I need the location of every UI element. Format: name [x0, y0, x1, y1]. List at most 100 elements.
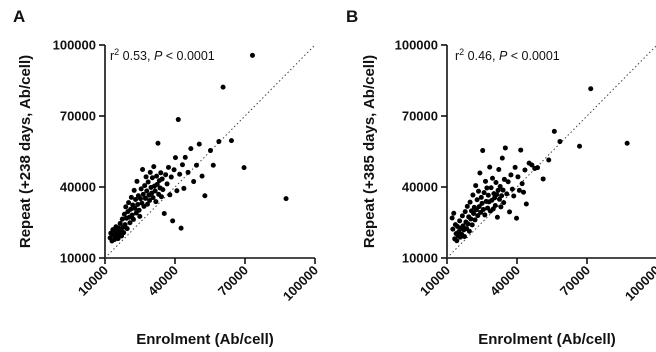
data-point: [515, 174, 521, 180]
data-point: [495, 187, 501, 193]
data-point: [191, 179, 197, 185]
stats-annotation: r2 0.46, P < 0.0001: [455, 47, 560, 63]
data-point: [128, 194, 134, 200]
data-point: [142, 195, 148, 201]
data-point: [179, 162, 185, 168]
data-point: [137, 196, 143, 202]
data-point: [216, 139, 222, 145]
x-tick-label: 10000: [417, 263, 453, 299]
data-point: [470, 192, 476, 198]
x-tick-label: 100000: [622, 263, 656, 304]
data-point: [464, 203, 470, 209]
data-point: [185, 169, 191, 175]
data-point: [138, 186, 144, 192]
panel-a: A 10000 40000 70000 100000 10000 40000 70000 100…: [13, 7, 321, 348]
data-point: [577, 143, 583, 149]
data-point: [163, 172, 169, 178]
data-point: [168, 174, 174, 180]
data-point: [460, 223, 466, 229]
data-point: [196, 141, 202, 147]
data-point: [485, 192, 491, 198]
data-point: [462, 209, 468, 215]
data-point: [518, 147, 524, 153]
data-point: [476, 204, 482, 210]
data-point: [135, 202, 141, 208]
data-point: [145, 179, 151, 185]
data-point: [516, 187, 522, 193]
y-tick-label: 40000: [402, 180, 438, 195]
data-point: [228, 138, 234, 144]
data-point: [150, 195, 156, 201]
data-point: [557, 139, 563, 145]
data-point: [154, 181, 160, 187]
data-point: [140, 166, 146, 172]
data-point: [151, 164, 157, 170]
data-point: [133, 197, 139, 203]
data-point: [149, 175, 155, 181]
data-point: [123, 204, 129, 210]
data-point: [147, 169, 153, 175]
data-point: [182, 154, 188, 160]
data-point: [171, 167, 177, 173]
data-point: [466, 228, 472, 234]
data-point: [454, 238, 460, 244]
data-point: [482, 212, 488, 218]
x-axis-title: Enrolment (Ab/cell): [136, 331, 274, 348]
y-tick-label: 40000: [60, 180, 96, 195]
data-point: [136, 207, 142, 213]
data-point: [508, 172, 514, 178]
data-point: [551, 128, 557, 134]
data-point: [496, 166, 502, 172]
data-point: [469, 222, 475, 228]
data-point: [465, 221, 471, 227]
x-tick-label: 40000: [145, 263, 181, 299]
data-point: [484, 185, 490, 191]
data-point: [501, 176, 507, 182]
p-label: P: [499, 49, 508, 63]
data-point: [521, 189, 527, 195]
data-point: [142, 183, 148, 189]
data-point: [199, 173, 205, 179]
data-point: [480, 148, 486, 154]
data-point: [509, 186, 515, 192]
data-point: [504, 191, 510, 197]
data-point: [119, 216, 125, 222]
x-axis-title: Enrolment (Ab/cell): [478, 331, 616, 348]
data-point: [546, 157, 552, 163]
p-value: < 0.0001: [162, 49, 215, 63]
identity-line: [446, 45, 656, 259]
data-point: [481, 190, 487, 196]
data-point: [473, 183, 479, 189]
x-tick-label: 70000: [557, 263, 593, 299]
data-point: [174, 188, 180, 194]
data-point: [128, 206, 134, 212]
data-point: [121, 211, 127, 217]
data-point: [126, 200, 132, 206]
data-point: [500, 187, 506, 193]
y-tick-label: 10000: [60, 251, 96, 266]
x-tick-label: 70000: [215, 263, 251, 299]
data-point: [514, 215, 520, 221]
data-point: [130, 216, 136, 222]
data-point: [181, 185, 187, 191]
data-point: [152, 188, 158, 194]
data-point: [487, 164, 493, 170]
data-point: [490, 175, 495, 181]
data-point: [497, 184, 503, 190]
data-point: [160, 187, 166, 193]
data-point: [193, 162, 199, 168]
r-squared-value: 0.53,: [119, 49, 154, 63]
data-point: [519, 181, 525, 187]
y-tick-label: 10000: [402, 251, 438, 266]
r-label: r: [455, 49, 459, 63]
data-point: [117, 220, 123, 226]
data-point: [202, 193, 208, 199]
data-point: [523, 201, 529, 207]
data-point: [155, 140, 161, 146]
data-point: [624, 140, 630, 146]
y-tick-label: 70000: [402, 109, 438, 124]
data-point: [502, 145, 508, 151]
data-point: [462, 233, 467, 239]
data-point: [144, 201, 150, 207]
data-point: [165, 164, 171, 170]
